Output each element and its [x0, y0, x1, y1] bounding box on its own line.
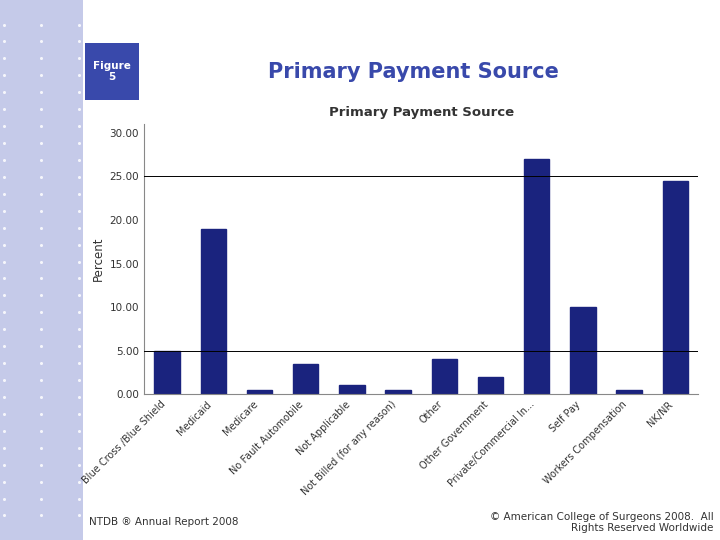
Bar	[385, 390, 411, 394]
Bar	[339, 386, 364, 394]
Bar	[293, 364, 318, 394]
Bar	[616, 390, 642, 394]
Bar	[478, 377, 503, 394]
Bar	[662, 181, 688, 394]
Bar	[201, 229, 226, 394]
Title: Primary Payment Source: Primary Payment Source	[328, 106, 514, 119]
Bar	[524, 159, 549, 394]
Bar	[247, 390, 272, 394]
Text: Figure
5: Figure 5	[93, 61, 131, 83]
Text: © American College of Surgeons 2008.  All
Rights Reserved Worldwide: © American College of Surgeons 2008. All…	[490, 512, 714, 534]
Text: Primary Payment Source: Primary Payment Source	[268, 62, 559, 82]
Bar	[154, 350, 180, 394]
Bar	[570, 307, 595, 394]
Y-axis label: Percent: Percent	[92, 237, 105, 281]
Text: NTDB ® Annual Report 2008: NTDB ® Annual Report 2008	[89, 517, 238, 528]
Bar	[431, 359, 457, 394]
